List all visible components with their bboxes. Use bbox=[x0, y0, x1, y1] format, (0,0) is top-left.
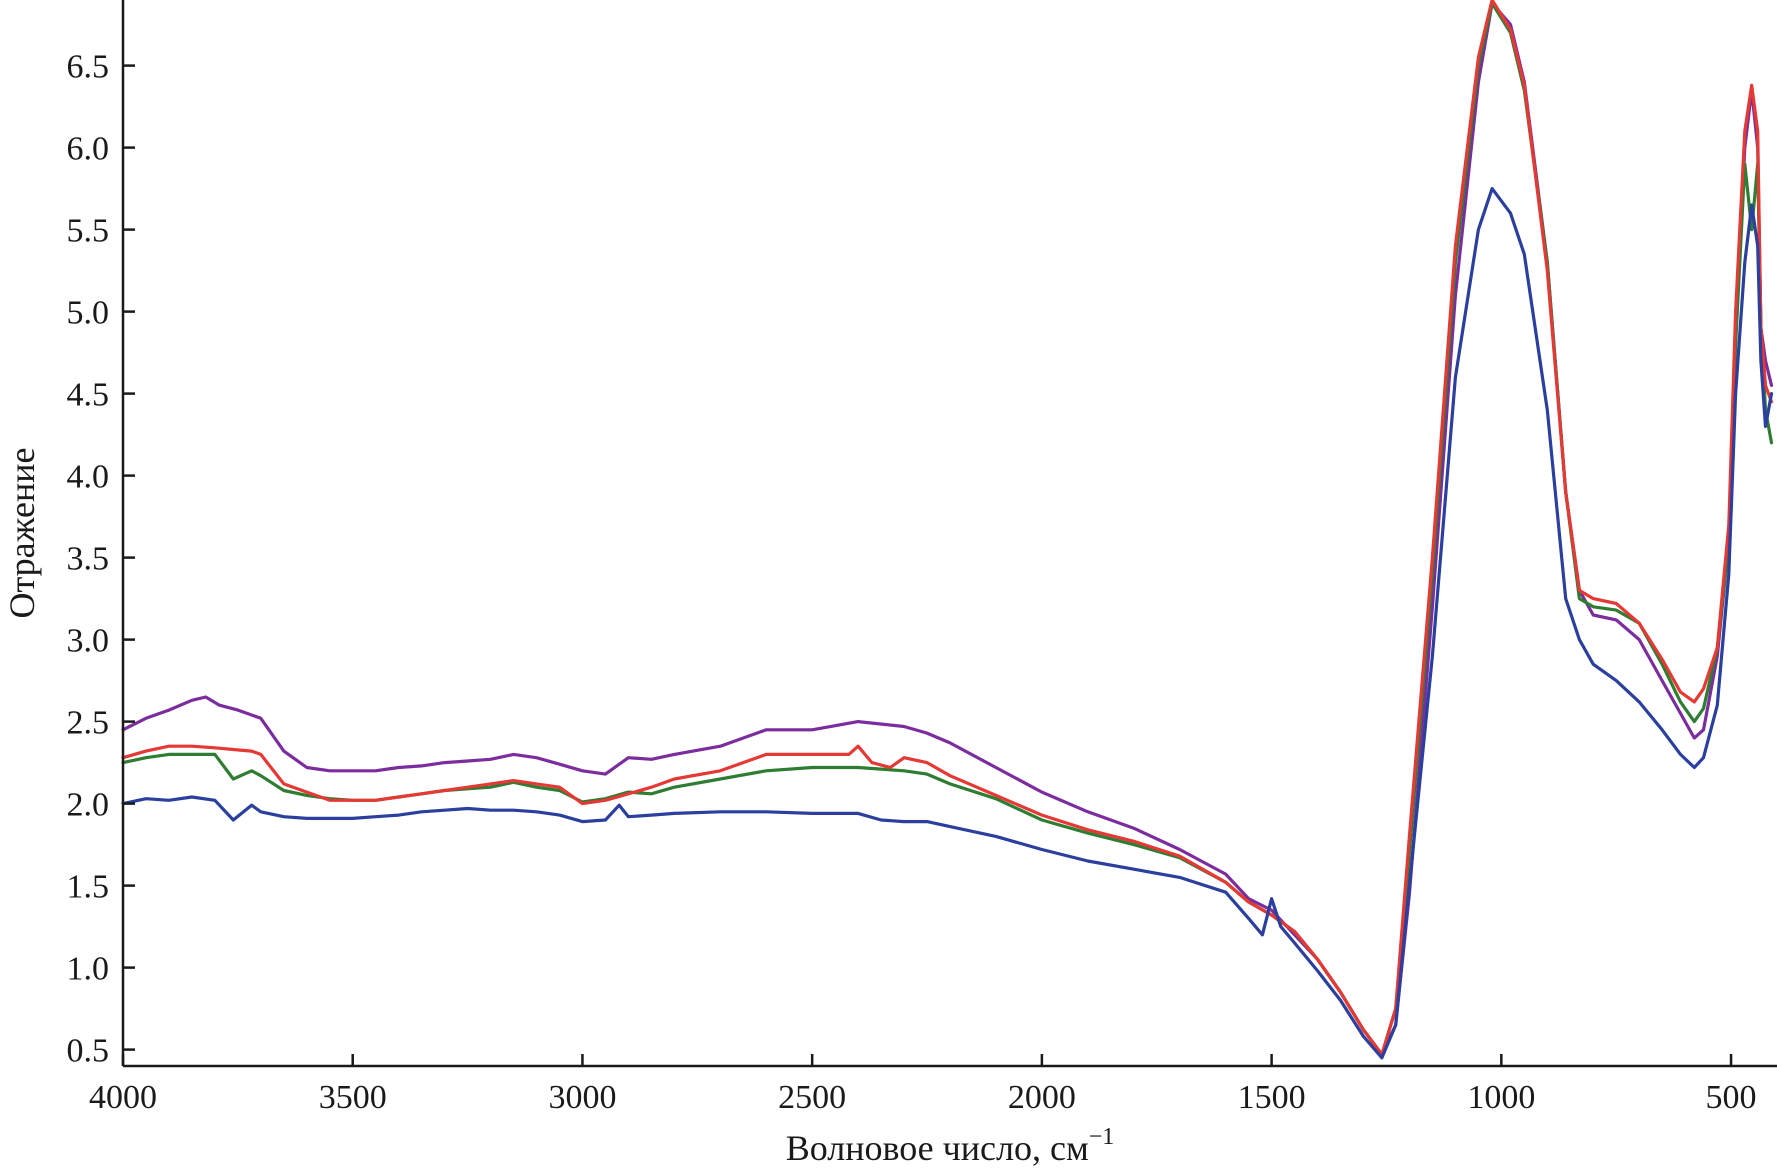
x-axis-title-text: Волновое число, см bbox=[786, 1128, 1089, 1168]
x-tick-label: 1000 bbox=[1467, 1079, 1535, 1116]
y-tick-label: 2.0 bbox=[67, 787, 110, 824]
y-tick-label: 1.0 bbox=[67, 951, 110, 988]
series-line-4 bbox=[121, 187, 1774, 1060]
x-tick-label: 3500 bbox=[319, 1079, 387, 1116]
x-tick-label: 2500 bbox=[778, 1079, 846, 1116]
y-tick-label: 2.5 bbox=[67, 705, 110, 742]
y-tick-label: 1.5 bbox=[67, 869, 110, 906]
x-tick-label: 3000 bbox=[548, 1079, 616, 1116]
y-tick-label: 4.0 bbox=[67, 459, 110, 496]
x-tick-label: 500 bbox=[1706, 1079, 1757, 1116]
y-tick-label: 6.0 bbox=[67, 131, 110, 168]
series-line-2 bbox=[121, 1, 1774, 1057]
y-tick-label: 6.5 bbox=[67, 49, 110, 86]
y-axis-title: Отражение bbox=[2, 447, 42, 618]
y-tick-label: 3.5 bbox=[67, 541, 110, 578]
y-ticks: 0.5 1.0 1.5 2.0 2.5 3.0 3.5 4.0 4.5 5.0 5.5 6.0 6.5 bbox=[67, 49, 135, 1070]
x-ticks: 4000 3500 3000 2500 2000 1500 1000 500 bbox=[89, 1054, 1757, 1116]
series-layer bbox=[121, 0, 1774, 1060]
series-line-3 bbox=[121, 0, 1774, 1057]
x-tick-label: 4000 bbox=[89, 1079, 157, 1116]
y-tick-label: 3.0 bbox=[67, 623, 110, 660]
x-axis-title-superscript: −1 bbox=[1089, 1124, 1115, 1150]
x-axis-title: Волновое число, см−1 bbox=[786, 1124, 1115, 1168]
y-tick-label: 4.5 bbox=[67, 377, 110, 414]
y-tick-label: 0.5 bbox=[67, 1033, 110, 1070]
x-tick-label: 2000 bbox=[1008, 1079, 1076, 1116]
y-tick-label: 5.0 bbox=[67, 295, 110, 332]
axes-layer bbox=[121, 0, 1777, 1068]
x-tick-label: 1500 bbox=[1238, 1079, 1306, 1116]
series-line-1 bbox=[121, 1, 1774, 1057]
y-tick-label: 5.5 bbox=[67, 213, 110, 250]
